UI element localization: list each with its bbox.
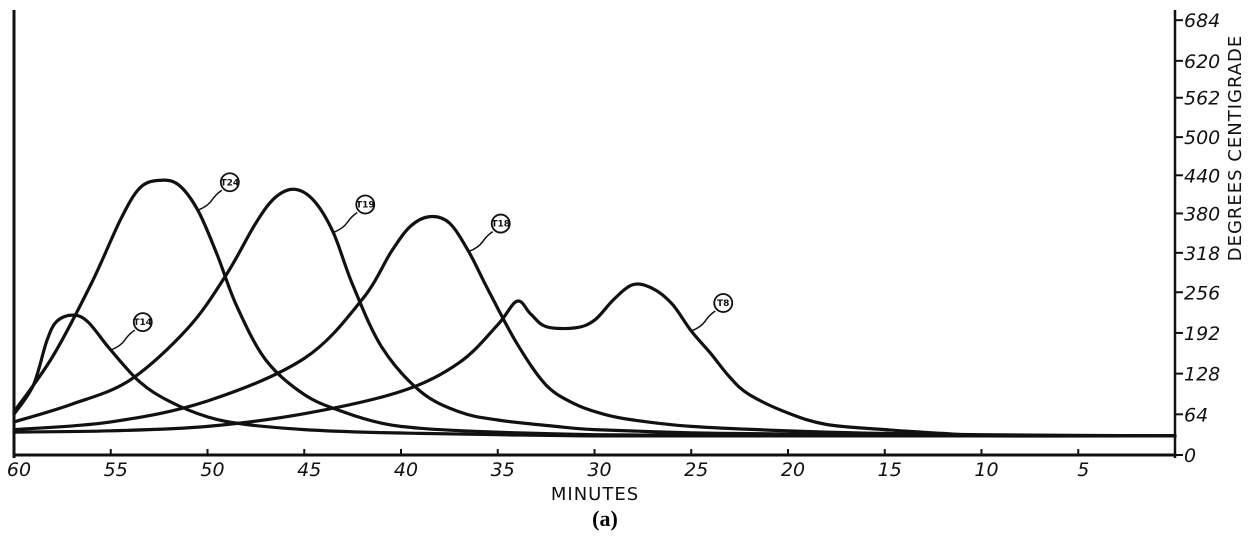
marker-circle bbox=[713, 293, 734, 313]
y-axis-title: DEGREES CENTIGRADE bbox=[1225, 35, 1246, 262]
x-tick-label: 30 bbox=[587, 459, 611, 481]
series-marker-t14: T14 bbox=[110, 312, 153, 351]
x-tick-label: 55 bbox=[104, 459, 128, 481]
marker-leader-line bbox=[468, 230, 494, 253]
marker-label: T14 bbox=[133, 318, 152, 328]
series-marker-t19: T19 bbox=[332, 194, 376, 234]
series-line-t19 bbox=[12, 187, 1177, 438]
x-tick-label: 45 bbox=[297, 459, 321, 481]
series-marker-group: T14 T24 T19 T18 T8 bbox=[110, 172, 734, 351]
x-tick-label: 25 bbox=[684, 459, 708, 481]
marker-label: T18 bbox=[491, 220, 510, 230]
y-tick-label: 256 bbox=[1184, 282, 1220, 304]
marker-label: T8 bbox=[717, 299, 729, 309]
y-tick-label: 562 bbox=[1184, 88, 1220, 110]
y-tick-label: 380 bbox=[1184, 203, 1220, 225]
x-tick-label: 15 bbox=[878, 459, 902, 481]
series-line-t14 bbox=[12, 313, 1177, 438]
y-tick-label: 128 bbox=[1184, 364, 1220, 386]
x-tick-label: 50 bbox=[200, 459, 224, 481]
y-tick-label: 620 bbox=[1184, 51, 1220, 73]
chart-axes bbox=[12, 10, 1177, 458]
x-tick-label: 60 bbox=[7, 459, 31, 481]
marker-circle bbox=[219, 172, 240, 193]
x-tick-label: 35 bbox=[491, 459, 515, 481]
marker-circle bbox=[132, 312, 153, 333]
marker-leader-line bbox=[690, 310, 716, 332]
y-tick-label: 192 bbox=[1184, 323, 1220, 345]
series-line-t18 bbox=[12, 214, 1177, 438]
marker-leader-line bbox=[197, 189, 223, 211]
marker-circle bbox=[490, 213, 511, 234]
x-tick-label: 40 bbox=[394, 459, 418, 481]
x-tick-label: 20 bbox=[781, 459, 805, 481]
marker-label: T19 bbox=[356, 201, 375, 211]
y-tick-label: 0 bbox=[1184, 445, 1196, 467]
tick-label-group: 60 55 50 45 40 35 30 25 20 15 10 506412819225631838… bbox=[7, 10, 1220, 481]
x-axis-title: MINUTES bbox=[551, 484, 639, 505]
y-tick-label: 64 bbox=[1184, 404, 1208, 426]
series-marker-t8: T8 bbox=[690, 293, 734, 332]
series-line-t24 bbox=[12, 178, 1177, 438]
marker-label: T24 bbox=[220, 178, 239, 188]
series-marker-t18: T18 bbox=[468, 213, 511, 253]
y-tick-label: 318 bbox=[1184, 243, 1220, 265]
y-tick-label: 440 bbox=[1184, 165, 1220, 187]
series-line-t8 bbox=[12, 282, 1177, 438]
marker-leader-line bbox=[110, 329, 136, 351]
x-tick-label: 5 bbox=[1077, 459, 1089, 481]
chart-series-group bbox=[12, 178, 1177, 438]
x-tick-label: 10 bbox=[974, 459, 998, 481]
marker-leader-line bbox=[332, 211, 358, 234]
y-tick-label: 684 bbox=[1184, 10, 1220, 32]
marker-circle bbox=[355, 194, 376, 215]
series-marker-t24: T24 bbox=[197, 172, 240, 211]
y-tick-label: 500 bbox=[1184, 127, 1220, 149]
figure-caption: (a) bbox=[592, 506, 618, 531]
